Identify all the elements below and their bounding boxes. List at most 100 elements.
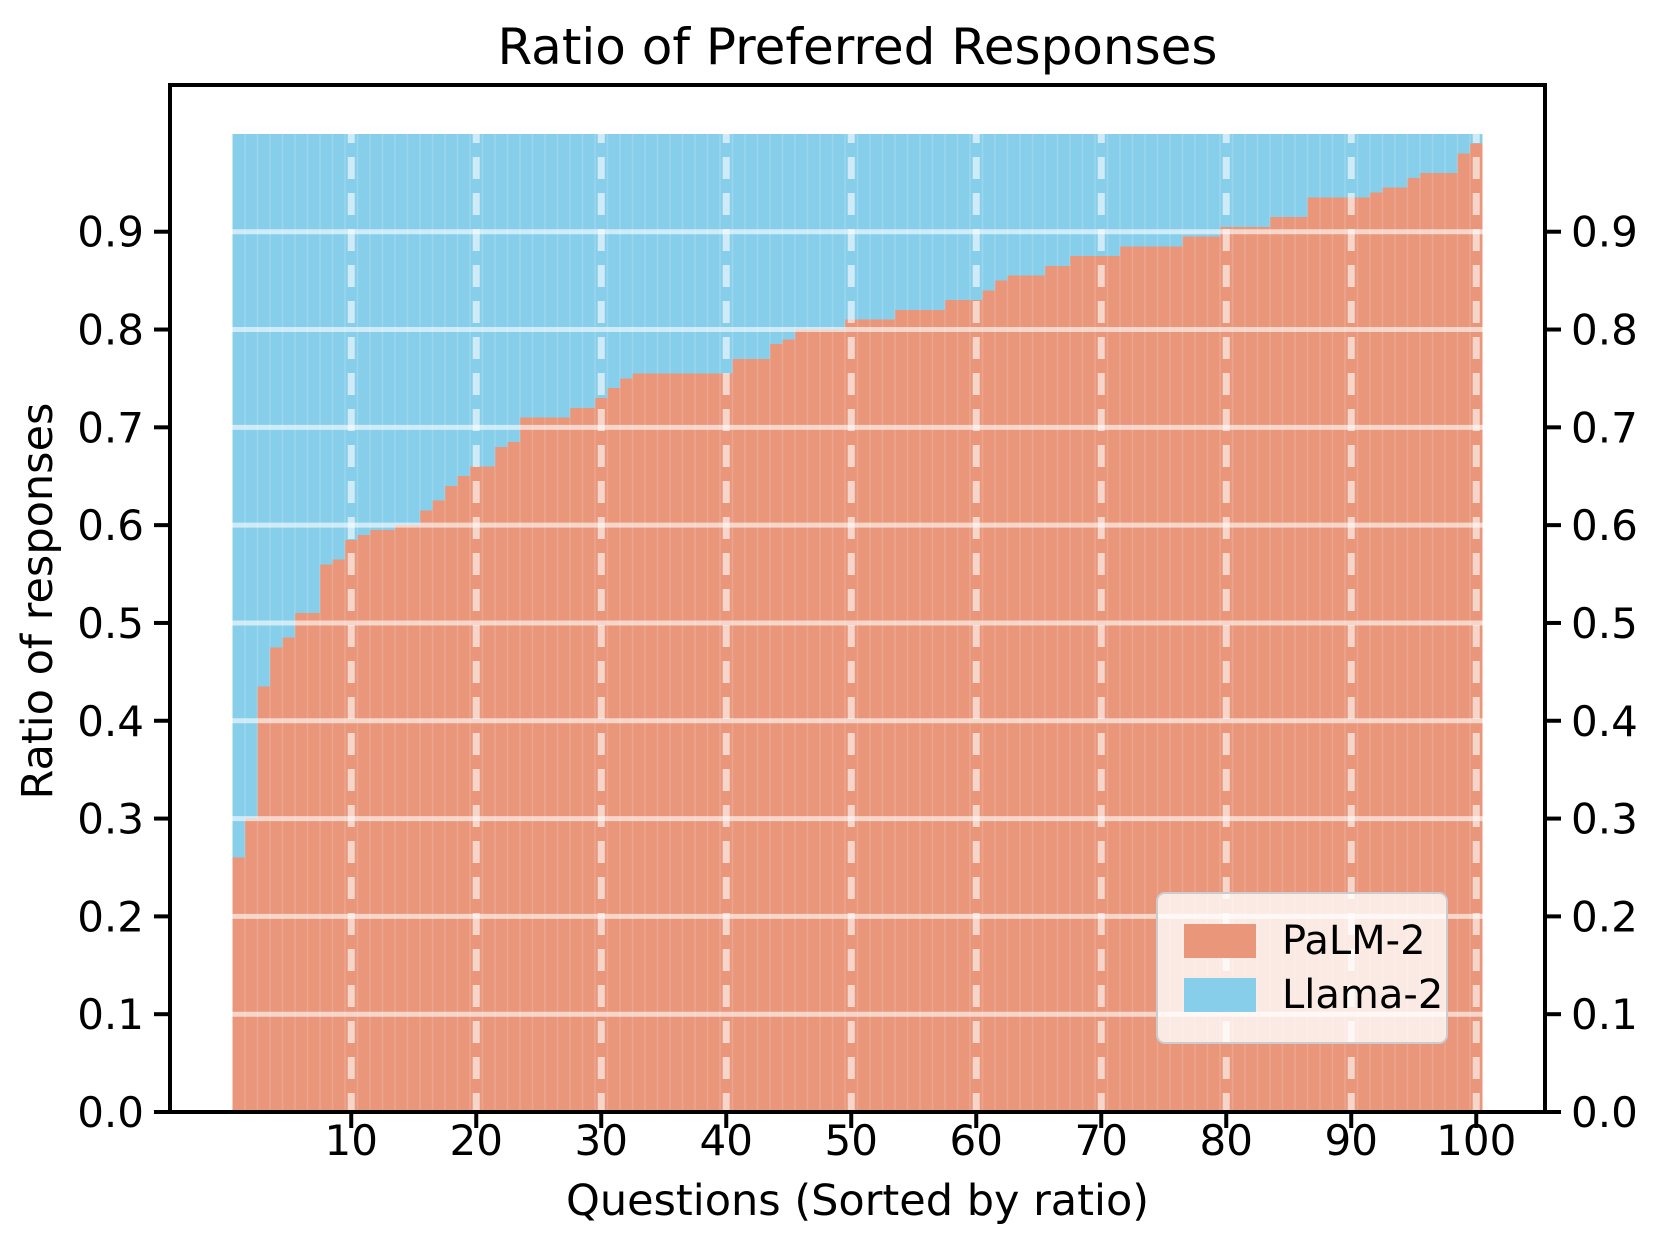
bar-segment-llama-2 <box>1357 133 1370 198</box>
y-tick-label-left: 0.5 <box>77 599 144 648</box>
bar-segment-llama-2 <box>257 133 270 687</box>
bar-segment-palm-2 <box>495 446 508 1112</box>
bar-segment-llama-2 <box>557 133 570 418</box>
bar-segment-palm-2 <box>745 358 758 1112</box>
bar-segment-palm-2 <box>1032 275 1045 1112</box>
bar-segment-llama-2 <box>1457 133 1470 154</box>
bar-segment-llama-2 <box>1032 133 1045 276</box>
bar-segment-llama-2 <box>1082 133 1095 257</box>
y-axis-label: Ratio of responses <box>13 402 63 800</box>
bar-segment-palm-2 <box>907 309 920 1112</box>
bar-segment-llama-2 <box>682 133 695 374</box>
x-axis-label: Questions (Sorted by ratio) <box>565 1176 1150 1226</box>
bar-segment-llama-2 <box>732 133 745 359</box>
bar-segment-llama-2 <box>295 133 308 614</box>
y-tick-label-left: 0.0 <box>77 1088 144 1137</box>
bar-segment-llama-2 <box>1107 133 1120 257</box>
spine-left <box>168 83 172 1114</box>
x-tick-label: 90 <box>1325 1116 1378 1165</box>
bar-segment-palm-2 <box>557 417 570 1112</box>
bar-segment-palm-2 <box>695 373 708 1112</box>
bar-segment-palm-2 <box>270 647 283 1112</box>
bar-segment-palm-2 <box>282 637 295 1112</box>
bar-segment-palm-2 <box>245 818 258 1112</box>
bar-segment-llama-2 <box>432 133 445 501</box>
bar-segment-llama-2 <box>495 133 508 447</box>
bar-segment-palm-2 <box>520 417 533 1112</box>
bar-segment-llama-2 <box>1207 133 1220 237</box>
bar-segment-palm-2 <box>1132 246 1145 1112</box>
bar-segment-palm-2 <box>1295 217 1308 1113</box>
y-tick-label-left: 0.3 <box>77 795 144 844</box>
bar-segment-palm-2 <box>782 339 795 1112</box>
bar-segment-palm-2 <box>1120 246 1133 1112</box>
bar-segment-llama-2 <box>420 133 433 511</box>
bar-segment-palm-2 <box>857 319 870 1112</box>
bar-segment-palm-2 <box>1382 187 1395 1112</box>
bar-segment-llama-2 <box>570 133 583 408</box>
bar-segment-llama-2 <box>1445 133 1458 174</box>
y-tick-label-right: 0.6 <box>1571 501 1638 550</box>
bar-segment-palm-2 <box>295 613 308 1112</box>
bar-segment-palm-2 <box>257 686 270 1112</box>
bar-segment-llama-2 <box>282 133 295 638</box>
bar-segment-llama-2 <box>982 133 995 291</box>
x-tick-label: 60 <box>950 1116 1003 1165</box>
bar-segment-llama-2 <box>995 133 1008 281</box>
y-tick-label-right: 0.0 <box>1571 1088 1638 1137</box>
bar-segment-palm-2 <box>870 319 883 1112</box>
x-tick-label: 100 <box>1436 1116 1516 1165</box>
bar-segment-palm-2 <box>1395 187 1408 1112</box>
bar-segment-llama-2 <box>1395 133 1408 188</box>
bar-segment-palm-2 <box>920 309 933 1112</box>
bar-segment-llama-2 <box>320 133 333 565</box>
bar-segment-palm-2 <box>1107 256 1120 1113</box>
y-tick-label-right: 0.9 <box>1571 208 1638 257</box>
bar-segment-palm-2 <box>895 309 908 1112</box>
x-tick-label: 40 <box>700 1116 753 1165</box>
y-tick-label-right: 0.3 <box>1571 795 1638 844</box>
y-tick-label-left: 0.8 <box>77 306 144 355</box>
bar-segment-palm-2 <box>1070 256 1083 1113</box>
bar-segment-llama-2 <box>1420 133 1433 174</box>
bar-segment-palm-2 <box>957 300 970 1113</box>
bar-segment-palm-2 <box>1082 256 1095 1113</box>
y-tick-label-left: 0.7 <box>77 403 144 452</box>
legend-swatch-palm-2 <box>1184 924 1256 958</box>
bar-segment-palm-2 <box>1370 192 1383 1113</box>
bar-segment-palm-2 <box>770 344 783 1112</box>
bar-segment-palm-2 <box>945 300 958 1113</box>
bar-segment-llama-2 <box>1382 133 1395 188</box>
bar-segment-llama-2 <box>745 133 758 359</box>
bar-segment-llama-2 <box>882 133 895 320</box>
bar-segment-llama-2 <box>695 133 708 374</box>
bar-segment-palm-2 <box>507 442 520 1112</box>
bar-segment-llama-2 <box>632 133 645 374</box>
bar-segment-palm-2 <box>1020 275 1033 1112</box>
bar-segment-llama-2 <box>945 133 958 301</box>
spine-top <box>168 83 1547 87</box>
bar-segment-llama-2 <box>1182 133 1195 237</box>
y-tick-label-right: 0.4 <box>1571 697 1638 746</box>
bar-segment-palm-2 <box>645 373 658 1112</box>
bar-segment-llama-2 <box>957 133 970 301</box>
y-tick-label-right: 0.7 <box>1571 403 1638 452</box>
bar-segment-llama-2 <box>907 133 920 310</box>
bar-segment-palm-2 <box>1282 217 1295 1113</box>
y-tick-label-left: 0.9 <box>77 208 144 257</box>
bar-segment-palm-2 <box>1270 217 1283 1113</box>
bar-segment-palm-2 <box>657 373 670 1112</box>
bar-segment-palm-2 <box>1245 226 1258 1113</box>
bar-segment-llama-2 <box>245 133 258 819</box>
bar-segment-llama-2 <box>1157 133 1170 247</box>
bar-segment-llama-2 <box>620 133 633 379</box>
bar-segment-llama-2 <box>1020 133 1033 276</box>
bar-segment-palm-2 <box>1145 246 1158 1112</box>
legend-swatch-llama-2 <box>1184 978 1256 1012</box>
bar-segment-llama-2 <box>1070 133 1083 257</box>
bar-segment-llama-2 <box>770 133 783 345</box>
legend-item-palm-2: PaLM-2 <box>1184 921 1446 961</box>
y-tick-label-right: 0.8 <box>1571 306 1638 355</box>
